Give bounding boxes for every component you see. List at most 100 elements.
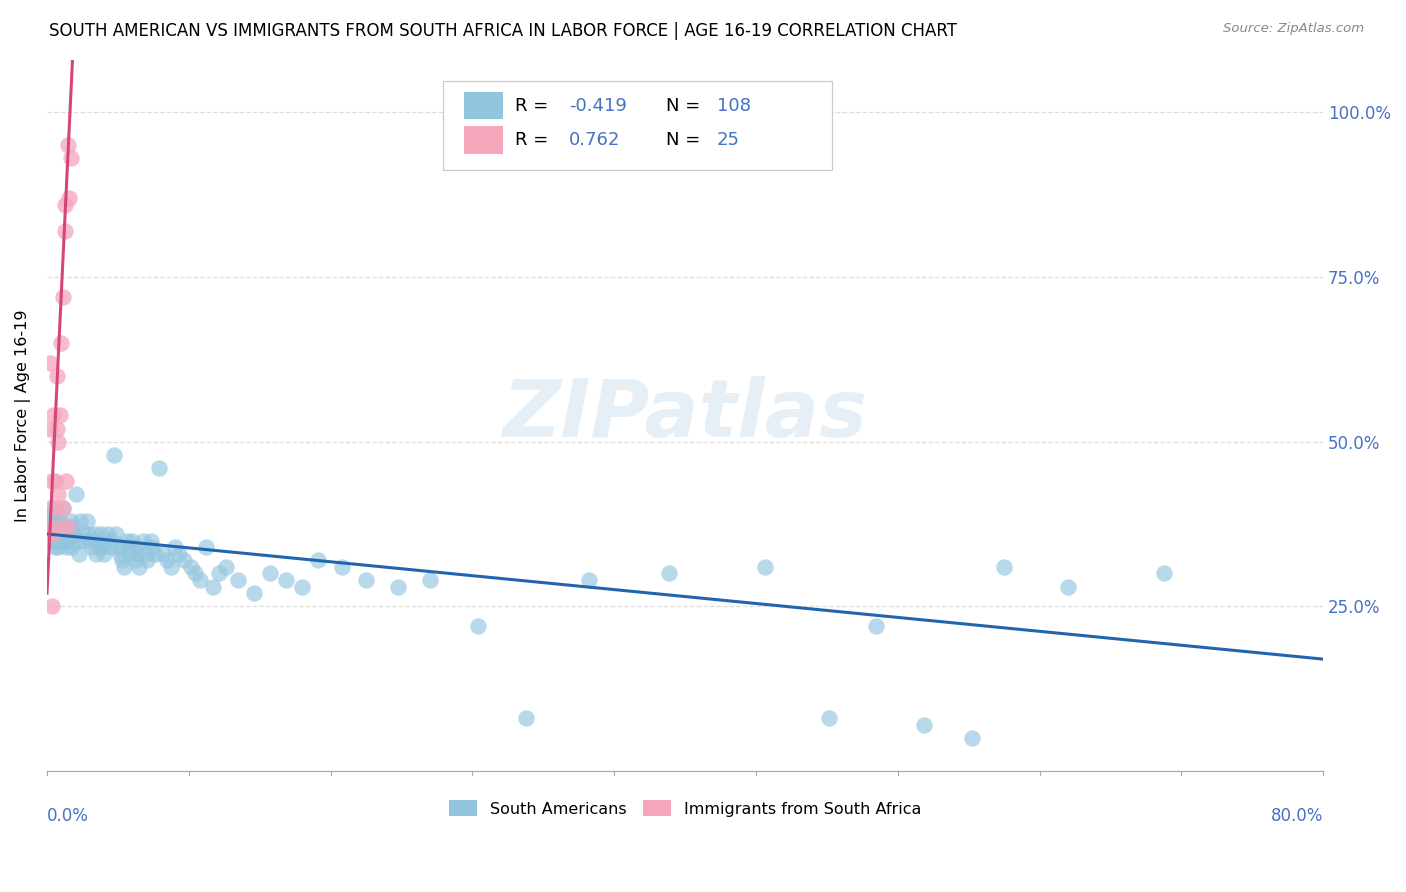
- Point: [53, 533, 76, 548]
- Point: [865, 619, 887, 633]
- Text: 0.0%: 0.0%: [46, 806, 89, 825]
- Point: [214, 560, 236, 574]
- Point: [46, 520, 69, 534]
- Point: [145, 547, 167, 561]
- Point: [56, 520, 79, 534]
- Point: [52, 500, 75, 515]
- Text: 0.762: 0.762: [569, 131, 620, 149]
- Point: [42, 409, 65, 423]
- Point: [960, 731, 983, 746]
- Point: [354, 573, 377, 587]
- Point: [817, 711, 839, 725]
- Point: [51, 520, 73, 534]
- Text: -0.419: -0.419: [569, 97, 627, 115]
- Point: [39, 356, 62, 370]
- Point: [46, 434, 69, 449]
- Point: [124, 553, 146, 567]
- Point: [41, 475, 63, 489]
- Point: [42, 507, 65, 521]
- Point: [201, 580, 224, 594]
- Point: [39, 500, 62, 515]
- Point: [912, 718, 935, 732]
- Point: [148, 461, 170, 475]
- Point: [658, 566, 681, 581]
- Text: 80.0%: 80.0%: [1271, 806, 1323, 825]
- Point: [79, 533, 101, 548]
- Point: [45, 368, 67, 383]
- Point: [139, 533, 162, 548]
- Point: [76, 514, 98, 528]
- Point: [44, 540, 66, 554]
- Point: [55, 540, 77, 554]
- Point: [59, 514, 82, 528]
- Point: [160, 560, 183, 574]
- Text: 108: 108: [717, 97, 751, 115]
- Point: [125, 540, 148, 554]
- Point: [1153, 566, 1175, 581]
- Point: [97, 527, 120, 541]
- Text: N =: N =: [666, 131, 711, 149]
- Point: [65, 487, 87, 501]
- Text: R =: R =: [516, 131, 560, 149]
- Point: [163, 540, 186, 554]
- Point: [101, 533, 124, 548]
- Point: [56, 138, 79, 153]
- Point: [208, 566, 231, 581]
- Point: [51, 533, 73, 548]
- Point: [53, 224, 76, 238]
- Point: [107, 540, 129, 554]
- Point: [121, 533, 143, 548]
- Point: [69, 514, 91, 528]
- Point: [188, 573, 211, 587]
- Y-axis label: In Labor Force | Age 16-19: In Labor Force | Age 16-19: [15, 310, 31, 522]
- Point: [42, 527, 65, 541]
- Point: [169, 547, 191, 561]
- Point: [111, 553, 134, 567]
- Point: [46, 487, 69, 501]
- Point: [48, 520, 70, 534]
- Point: [136, 553, 159, 567]
- Text: ZIPatlas: ZIPatlas: [502, 376, 868, 454]
- Point: [128, 560, 150, 574]
- Legend: South Americans, Immigrants from South Africa: South Americans, Immigrants from South A…: [449, 800, 921, 816]
- Point: [115, 533, 138, 548]
- Point: [48, 409, 70, 423]
- Point: [330, 560, 353, 574]
- Point: [291, 580, 314, 594]
- Point: [419, 573, 441, 587]
- Point: [42, 527, 65, 541]
- Point: [44, 475, 66, 489]
- Point: [44, 500, 66, 515]
- Text: Source: ZipAtlas.com: Source: ZipAtlas.com: [1223, 22, 1364, 36]
- Bar: [464, 93, 502, 120]
- Point: [52, 290, 75, 304]
- Point: [39, 421, 62, 435]
- Point: [38, 527, 60, 541]
- Point: [70, 527, 93, 541]
- Point: [90, 527, 112, 541]
- Point: [45, 421, 67, 435]
- Point: [77, 527, 100, 541]
- Point: [578, 573, 600, 587]
- Point: [87, 533, 110, 548]
- Point: [39, 520, 62, 534]
- Point: [48, 527, 70, 541]
- Point: [53, 197, 76, 211]
- FancyBboxPatch shape: [443, 81, 832, 169]
- Point: [44, 520, 66, 534]
- Point: [259, 566, 281, 581]
- Point: [89, 540, 111, 554]
- Point: [67, 547, 90, 561]
- Point: [141, 540, 163, 554]
- Point: [184, 566, 207, 581]
- Text: R =: R =: [516, 97, 554, 115]
- Point: [515, 711, 537, 725]
- Point: [195, 540, 218, 554]
- Point: [228, 573, 250, 587]
- Point: [83, 527, 105, 541]
- Point: [103, 448, 125, 462]
- Point: [52, 500, 75, 515]
- Point: [58, 527, 80, 541]
- Point: [48, 514, 70, 528]
- Point: [56, 520, 79, 534]
